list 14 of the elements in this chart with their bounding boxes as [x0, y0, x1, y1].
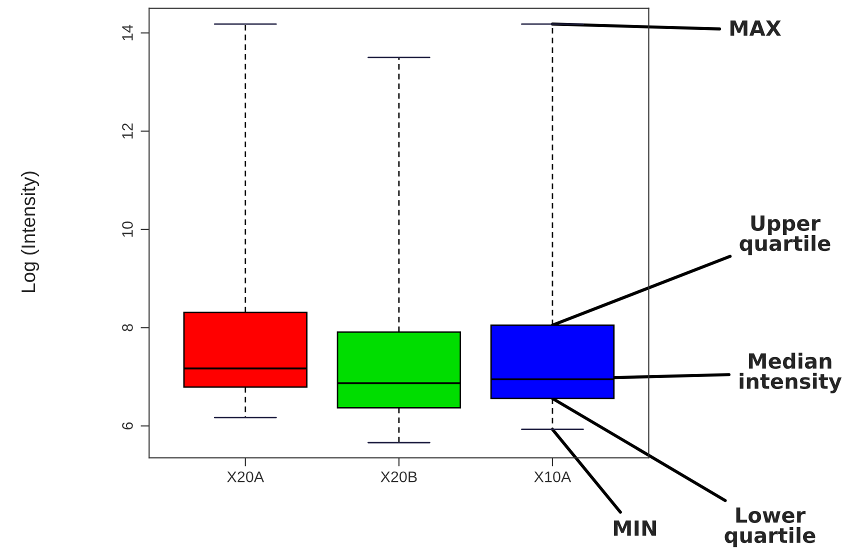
y-tick-label: 10 — [122, 222, 133, 237]
x-tick-label: X10A — [534, 471, 572, 482]
annotation: MAX — [730, 20, 782, 36]
annotation: MIN — [614, 520, 656, 536]
y-tick-label: 8 — [122, 324, 133, 332]
y-axis-title: Log (Intensity) — [20, 172, 40, 292]
x-tick-label: X20B — [380, 471, 417, 482]
y-tick-label: 12 — [122, 123, 133, 138]
annotation: Median intensity — [740, 352, 842, 394]
y-tick-label: 14 — [122, 24, 133, 40]
annotation: Lower quartile — [724, 507, 816, 548]
y-tick-label: 6 — [122, 422, 133, 430]
x-tick-label: X20A — [227, 471, 264, 482]
annotation: Upper quartile — [740, 215, 830, 256]
